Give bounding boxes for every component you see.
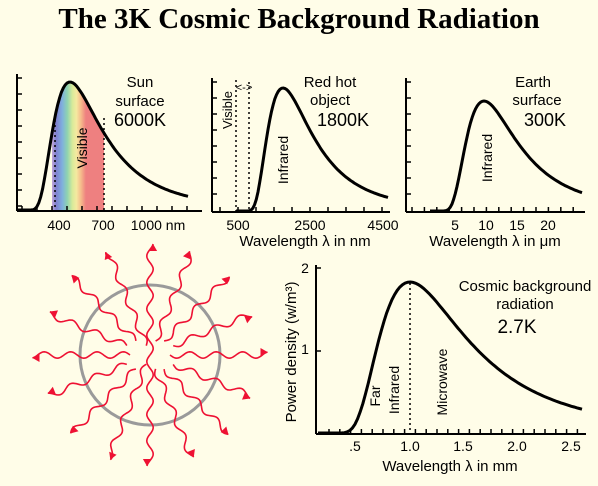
radiation-ray-11	[69, 368, 137, 434]
redhot-x-axis-label: Wavelength λ in nm	[239, 233, 370, 250]
cmb-spectrum-panel: 2 1 Power density (w/m³) Cosmic backgrou…	[283, 260, 591, 475]
earth-blackbody-curve	[430, 99, 583, 213]
cmb-y-axis-label: Power density (w/m³)	[283, 282, 300, 423]
earth-label-line2: surface	[512, 92, 561, 109]
microwave-label: Microwave	[434, 348, 450, 415]
cmb-y-ticks	[316, 267, 321, 352]
sun-tick-label-400: 400	[47, 217, 71, 233]
earth-label-line1: Earth	[515, 74, 551, 91]
radiation-ray-0	[145, 243, 155, 356]
earth-x-ticks	[411, 207, 574, 212]
cmb-y-tick-label-1: 1	[301, 341, 309, 357]
cmb-tick-label-2.0: 2.0	[507, 438, 527, 454]
redhot-tick-label-2500: 2500	[294, 217, 325, 233]
radiation-ray-arrowhead-11	[70, 425, 79, 434]
redhot-visible-bracket: <->	[236, 82, 253, 94]
sun-tick-label-700: 700	[91, 217, 115, 233]
sun-temperature: 6000K	[114, 110, 166, 130]
earth-tick-label-5: 5	[451, 217, 459, 233]
cmb-tick-label-2.5: 2.5	[561, 438, 581, 454]
cmb-infrared-label: Infrared	[386, 366, 402, 414]
radiation-ray-arrowhead-10	[242, 392, 250, 400]
redhot-tick-label-500: 500	[226, 217, 250, 233]
radiation-ray-arrowhead-14	[187, 449, 195, 457]
sun-visible-label: Visible	[74, 127, 90, 168]
radiation-ray-arrowhead-15	[142, 459, 151, 466]
radiation-rays	[32, 243, 268, 467]
radiation-ray-arrowhead-6	[244, 315, 253, 324]
redhot-tick-label-4500: 4500	[367, 217, 398, 233]
radiation-ray-9	[47, 362, 128, 396]
radiation-ray-arrowhead-5	[50, 310, 58, 318]
earth-spectrum-panel: Earth surface 300K Infrared 5 10 15 20 W…	[405, 74, 585, 250]
cmb-label-line2: radiation	[496, 296, 554, 313]
radiating-sphere-illustration	[32, 243, 268, 467]
sun-blackbody-curve	[18, 80, 189, 212]
radiation-ray-arrowhead-3	[71, 275, 80, 284]
radiation-ray-6	[172, 314, 253, 348]
radiation-ray-arrowhead-12	[220, 426, 229, 435]
sun-label-line2: surface	[115, 93, 164, 110]
earth-infrared-label: Infrared	[479, 134, 495, 182]
radiation-ray-arrowhead-7	[32, 354, 40, 362]
earth-tick-label-10: 10	[478, 217, 494, 233]
sun-label-line1: Sun	[127, 74, 154, 91]
radiation-ray-13	[109, 363, 147, 461]
cmb-x-ticks	[328, 429, 579, 434]
cmb-tick-label-1.0: 1.0	[400, 438, 420, 454]
cmb-label-line1: Cosmic background	[459, 278, 592, 295]
redhot-temperature: 1800K	[317, 110, 369, 130]
cmb-tick-label-0.5: .5	[349, 438, 361, 454]
radiation-ray-2	[155, 251, 192, 342]
radiation-ray-10	[172, 363, 251, 400]
cmb-temperature: 2.7K	[497, 317, 536, 338]
sun-tick-label-1000nm: 1000 nm	[131, 217, 185, 233]
radiation-ray-arrowhead-2	[183, 251, 191, 260]
earth-tick-label-15: 15	[509, 217, 525, 233]
cmb-blackbody-curve	[318, 280, 583, 435]
cmb-x-axis-label: Wavelength λ in mm	[382, 458, 517, 475]
page-title: The 3K Cosmic Background Radiation	[58, 3, 540, 35]
earth-y-ticks	[406, 81, 411, 195]
radiation-ray-arrowhead-9	[47, 386, 56, 395]
radiation-ray-3	[71, 274, 137, 342]
redhot-x-ticks	[219, 207, 383, 212]
radiation-ray-14	[153, 368, 195, 458]
redhot-visible-label: Visible	[220, 91, 235, 129]
radiation-ray-arrowhead-4	[221, 276, 230, 285]
radiation-ray-1	[105, 252, 149, 346]
radiation-ray-8	[169, 350, 268, 360]
cmb-y-tick-label-2: 2	[301, 260, 309, 276]
earth-temperature: 300K	[524, 110, 566, 130]
sun-x-ticks	[21, 206, 188, 211]
radiation-ray-arrowhead-1	[104, 252, 113, 260]
redhot-label-line2: object	[310, 92, 351, 109]
redhot-spectrum-panel: Visible <-> Red hot object 1800K Infrare…	[211, 74, 399, 250]
radiation-ray-arrowhead-8	[260, 348, 268, 356]
radiation-ray-12	[163, 368, 229, 436]
radiation-ray-arrowhead-0	[149, 244, 158, 251]
sun-y-ticks	[17, 77, 22, 207]
radiation-ray-4	[163, 276, 231, 342]
redhot-label-line1: Red hot	[304, 74, 357, 91]
redhot-y-ticks	[212, 81, 217, 195]
sun-spectrum-panel: Sun surface 6000K Visible 400 700 1000 n…	[16, 74, 202, 233]
earth-tick-label-20: 20	[540, 217, 556, 233]
redhot-blackbody-curve	[236, 86, 389, 213]
far-label: Far	[367, 385, 383, 406]
radiation-ray-7	[32, 350, 131, 360]
redhot-infrared-label: Infrared	[275, 136, 291, 184]
sphere-outline	[78, 283, 222, 427]
radiation-ray-15	[145, 354, 155, 467]
earth-x-axis-label: Wavelength λ in μm	[429, 233, 560, 250]
radiation-ray-5	[49, 310, 128, 347]
radiation-ray-arrowhead-13	[109, 451, 117, 460]
cmb-tick-label-1.5: 1.5	[453, 438, 473, 454]
